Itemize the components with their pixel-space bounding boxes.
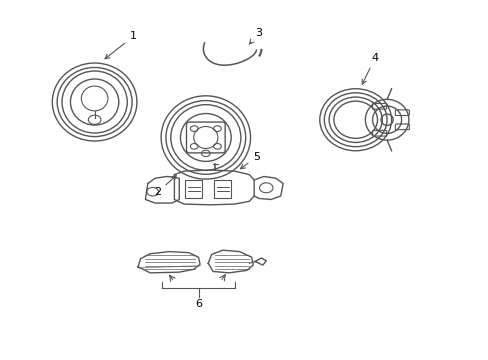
Text: 2: 2 bbox=[154, 176, 176, 197]
Text: 3: 3 bbox=[249, 28, 262, 44]
Text: 4: 4 bbox=[362, 53, 378, 84]
Text: 5: 5 bbox=[240, 152, 260, 169]
Bar bbox=[214, 180, 231, 198]
Bar bbox=[184, 180, 202, 198]
Text: 6: 6 bbox=[195, 299, 202, 309]
Text: 1: 1 bbox=[105, 31, 137, 59]
